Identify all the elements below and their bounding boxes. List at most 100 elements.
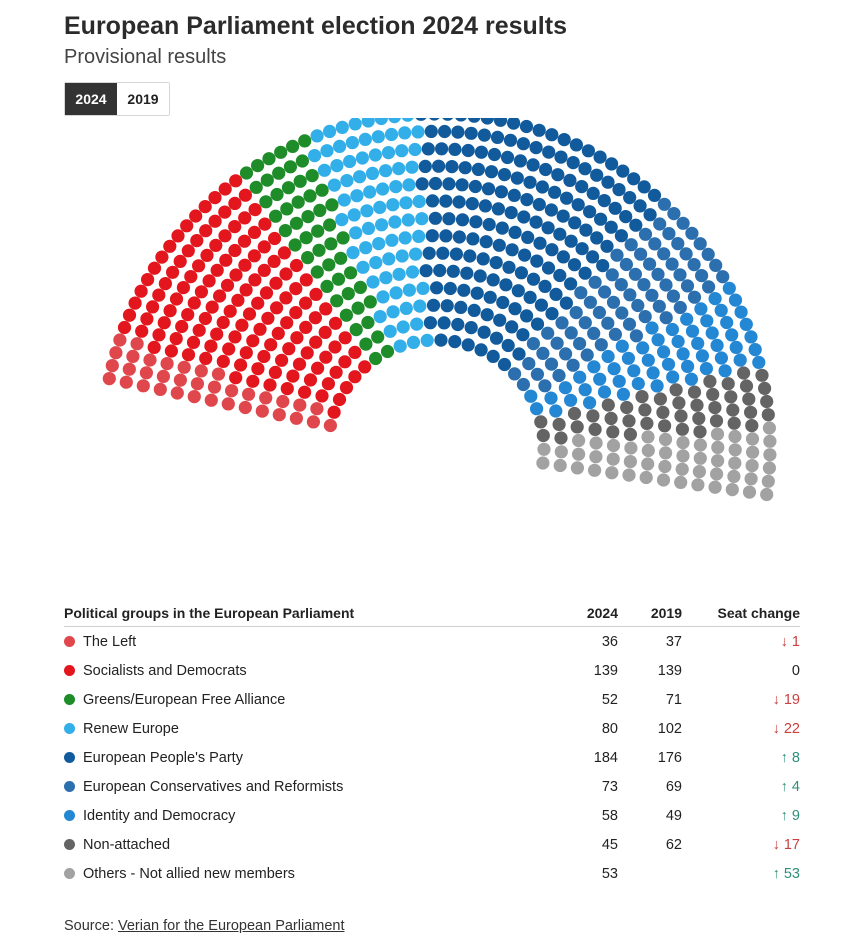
seat-dot bbox=[705, 326, 719, 340]
seat-dot bbox=[147, 340, 161, 354]
seat-dot bbox=[361, 118, 375, 128]
seat-dot bbox=[430, 281, 444, 295]
seat-dot bbox=[210, 327, 224, 341]
seat-dot bbox=[332, 392, 347, 407]
seat-dot bbox=[163, 239, 177, 253]
seat-dot bbox=[468, 179, 482, 194]
seat-dot bbox=[516, 328, 530, 342]
seat-dot bbox=[238, 400, 252, 415]
seat-dot bbox=[553, 268, 567, 283]
seat-dot bbox=[413, 299, 427, 313]
seat-dot bbox=[463, 249, 477, 263]
seat-dot bbox=[604, 220, 618, 234]
seat-dot bbox=[199, 351, 213, 365]
seat-dot bbox=[645, 321, 659, 335]
seat-dot bbox=[319, 350, 333, 364]
seat-dot bbox=[687, 290, 702, 304]
seat-dot bbox=[627, 364, 641, 378]
group-name-cell: Greens/European Free Alliance bbox=[64, 692, 562, 708]
seat-dot bbox=[658, 459, 672, 474]
seat-dot bbox=[248, 203, 262, 217]
seat-dot bbox=[745, 459, 759, 473]
seat-dot bbox=[530, 254, 544, 268]
source-link[interactable]: Verian for the European Parliament bbox=[118, 918, 345, 934]
seat-dot bbox=[198, 311, 212, 326]
seat-dot bbox=[556, 209, 570, 223]
seat-dot bbox=[623, 191, 637, 205]
seat-dot bbox=[586, 186, 600, 200]
seat-dot bbox=[454, 300, 468, 314]
seat-dot bbox=[671, 334, 685, 349]
seat-dot bbox=[369, 256, 383, 270]
seat-dot bbox=[291, 195, 305, 209]
seat-dot bbox=[445, 160, 459, 174]
seat-dot bbox=[659, 446, 673, 460]
seat-dot bbox=[402, 283, 416, 297]
table-row: Socialists and Democrats 139 139 0 bbox=[64, 656, 800, 685]
seat-dot bbox=[229, 371, 243, 385]
seat-dot bbox=[398, 231, 412, 245]
seat-dot bbox=[551, 168, 565, 182]
seat-dot bbox=[674, 475, 688, 489]
seat-dot bbox=[268, 365, 282, 379]
seat-dot bbox=[386, 305, 400, 319]
year-button-2019[interactable]: 2019 bbox=[117, 83, 169, 115]
seat-dot bbox=[616, 387, 631, 401]
seat-dot bbox=[221, 397, 235, 411]
seat-dot bbox=[223, 304, 237, 318]
seat-dot bbox=[210, 263, 224, 277]
group-name-cell: Socialists and Democrats bbox=[64, 663, 562, 679]
seat-dot bbox=[420, 333, 434, 347]
seat-dot bbox=[315, 389, 329, 403]
seat-dot bbox=[251, 362, 265, 376]
seat-dot bbox=[384, 127, 399, 142]
seat-dot bbox=[428, 211, 442, 225]
seat-dot bbox=[530, 317, 545, 331]
seat-dot bbox=[442, 212, 456, 226]
seat-dot bbox=[336, 231, 350, 245]
seat-dot bbox=[724, 390, 738, 404]
seat-dot bbox=[181, 348, 196, 362]
seat-dot bbox=[539, 162, 553, 177]
seat-dot bbox=[593, 372, 607, 386]
seat-dot bbox=[592, 305, 607, 320]
seat-dot bbox=[363, 185, 377, 199]
seat-dot bbox=[695, 269, 709, 283]
seat-dot bbox=[606, 295, 621, 309]
seat-dot bbox=[568, 216, 582, 230]
seat-dot bbox=[260, 173, 274, 187]
seat-dot bbox=[451, 125, 465, 139]
seat-dot bbox=[399, 196, 413, 210]
seat-dot bbox=[155, 250, 169, 264]
seat-dot bbox=[369, 351, 383, 366]
seat-dot bbox=[641, 443, 655, 458]
seat-dot bbox=[247, 225, 262, 239]
seat-dot bbox=[572, 447, 586, 461]
seat-dot bbox=[405, 160, 419, 174]
seat-dot bbox=[102, 372, 116, 386]
seat-dot bbox=[199, 224, 213, 238]
seat-dot bbox=[406, 335, 421, 349]
seat-dot bbox=[251, 159, 265, 173]
seat-dot bbox=[641, 457, 655, 471]
seat-dot bbox=[335, 213, 349, 227]
seat-dot bbox=[503, 133, 518, 147]
legend-dot-icon bbox=[64, 665, 75, 676]
seat-dot bbox=[633, 199, 647, 213]
seat-dot bbox=[325, 198, 339, 212]
seat-dot bbox=[311, 224, 325, 238]
seat-dot bbox=[629, 329, 644, 343]
seat-dot bbox=[388, 215, 402, 229]
year-button-2024[interactable]: 2024 bbox=[65, 83, 117, 115]
seat-dot bbox=[607, 362, 621, 376]
seat-dot bbox=[728, 456, 742, 470]
seat-dot bbox=[685, 226, 699, 240]
seat-dot bbox=[216, 354, 230, 368]
seat-dot bbox=[587, 360, 601, 374]
seat-dot bbox=[526, 158, 540, 172]
seat-dot bbox=[580, 348, 594, 362]
seat-dot bbox=[559, 296, 574, 310]
seat-dot bbox=[298, 134, 312, 148]
seat-dot bbox=[676, 449, 690, 463]
seat-dot bbox=[629, 218, 643, 232]
